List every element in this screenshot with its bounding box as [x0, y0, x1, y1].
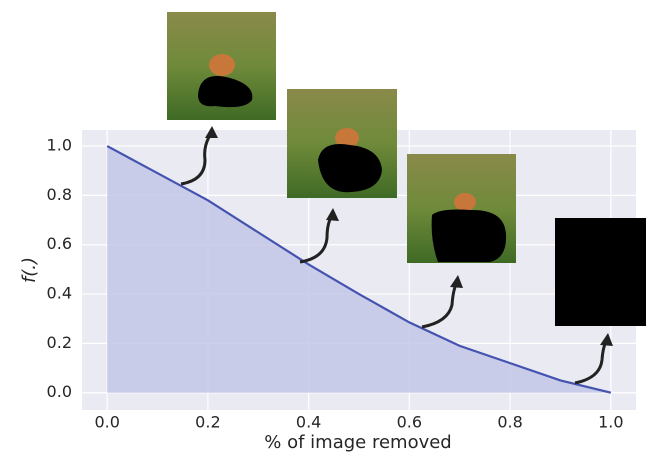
y-tick-label: 0.2	[47, 333, 72, 352]
x-tick-label: 0.6	[397, 413, 422, 432]
y-tick-label: 0.6	[47, 234, 72, 253]
x-tick-label: 0.0	[94, 413, 119, 432]
y-axis-label: f(.)	[19, 257, 40, 283]
y-tick-label: 0.8	[47, 185, 72, 204]
x-axis-label: % of image removed	[264, 432, 451, 453]
inset-image	[555, 218, 646, 326]
x-tick-label: 0.8	[497, 413, 522, 432]
fox-head	[454, 193, 476, 211]
chart: 0.0 0.2 0.4 0.6 0.8 1.0 0.0 0.2 0.4 0.6 0.8 1.0 % o…	[0, 0, 646, 456]
x-tick-label: 1.0	[598, 413, 623, 432]
x-tick-label: 0.2	[195, 413, 220, 432]
fox-head	[209, 54, 235, 76]
y-tick-label: 0.4	[47, 284, 72, 303]
x-tick-label: 0.4	[296, 413, 321, 432]
y-tick-label: 1.0	[47, 136, 72, 155]
mask	[432, 210, 506, 262]
y-tick-label: 0.0	[47, 382, 72, 401]
